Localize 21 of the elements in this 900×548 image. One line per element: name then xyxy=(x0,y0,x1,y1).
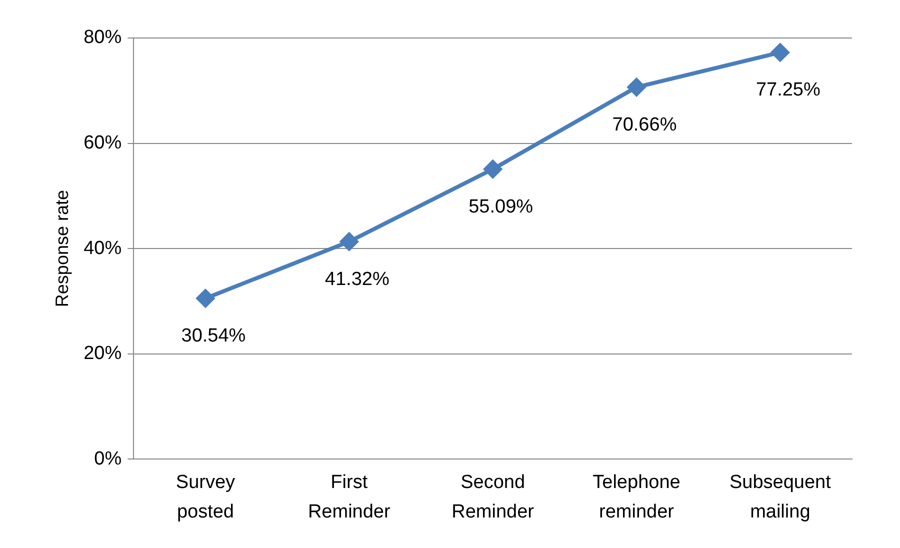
data-label: 30.54% xyxy=(181,326,246,347)
x-tick-label: Survey posted xyxy=(176,472,236,523)
point xyxy=(771,43,790,62)
point xyxy=(196,289,214,308)
y-tick-label: 60% xyxy=(84,132,122,154)
x-tick-label: First Reminder xyxy=(308,472,391,523)
point xyxy=(484,160,502,178)
data-label: 55.09% xyxy=(468,196,534,218)
y-axis-title: Response rate xyxy=(52,190,72,308)
y-tick-label: 80% xyxy=(84,27,122,48)
data-label: 77.25% xyxy=(756,80,820,101)
x-tick-label: Second Reminder xyxy=(452,472,535,523)
y-tick-label: 40% xyxy=(84,238,122,259)
point xyxy=(627,78,646,96)
y-tick-label: 20% xyxy=(84,343,122,364)
y-tick-label: 0% xyxy=(94,448,122,470)
data-label: 41.32% xyxy=(324,268,390,290)
x-tick-label: Telephone reminder xyxy=(592,472,680,523)
point xyxy=(340,232,358,251)
x-tick-label: Subsequent mailing xyxy=(729,472,832,523)
data-label: 70.66% xyxy=(612,114,677,136)
